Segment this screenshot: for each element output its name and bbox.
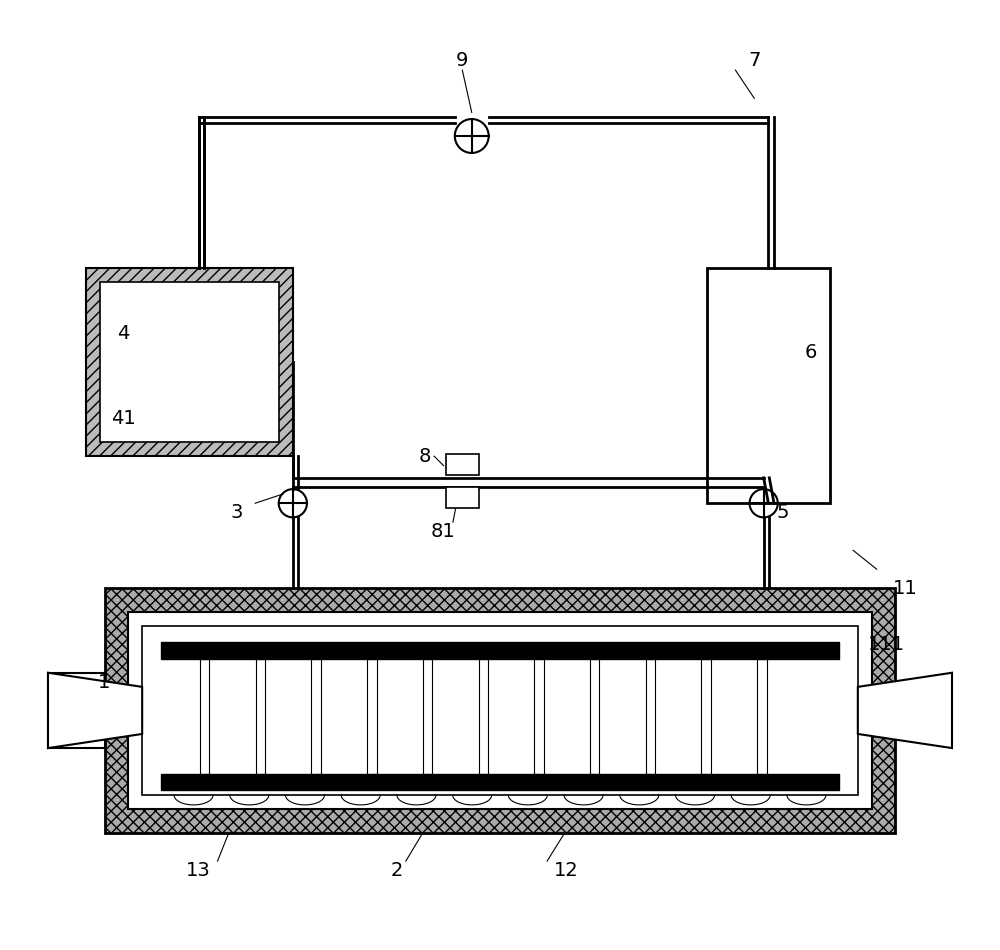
Text: 6: 6 xyxy=(805,343,817,362)
Text: 12: 12 xyxy=(554,861,578,880)
Bar xyxy=(534,658,544,773)
Bar xyxy=(161,773,839,790)
Text: 9: 9 xyxy=(456,51,469,70)
Bar xyxy=(142,626,858,795)
Text: 5: 5 xyxy=(776,504,789,522)
Text: 41: 41 xyxy=(111,409,136,428)
Text: 1: 1 xyxy=(98,673,111,692)
Bar xyxy=(256,658,265,773)
Bar xyxy=(646,658,655,773)
Bar xyxy=(161,641,839,658)
Polygon shape xyxy=(858,673,952,748)
Text: 4: 4 xyxy=(117,324,130,343)
Text: 3: 3 xyxy=(230,504,243,522)
Bar xyxy=(423,658,432,773)
Bar xyxy=(701,658,711,773)
Bar xyxy=(446,487,479,508)
Text: 11: 11 xyxy=(893,579,917,598)
Text: 111: 111 xyxy=(868,635,905,654)
Bar xyxy=(48,673,105,748)
Bar xyxy=(479,658,488,773)
Text: 8: 8 xyxy=(418,446,431,466)
Bar xyxy=(367,658,377,773)
Bar xyxy=(86,268,293,456)
Text: 7: 7 xyxy=(748,51,760,70)
Bar xyxy=(707,268,830,504)
Bar xyxy=(128,612,872,809)
Text: 13: 13 xyxy=(186,861,211,880)
Bar xyxy=(757,658,767,773)
Bar xyxy=(446,454,479,475)
Text: 2: 2 xyxy=(390,861,403,880)
Bar xyxy=(590,658,599,773)
Bar xyxy=(200,658,209,773)
Bar xyxy=(100,282,279,442)
Bar xyxy=(105,588,895,833)
Polygon shape xyxy=(48,673,142,748)
Bar xyxy=(311,658,321,773)
Text: 81: 81 xyxy=(431,522,456,541)
